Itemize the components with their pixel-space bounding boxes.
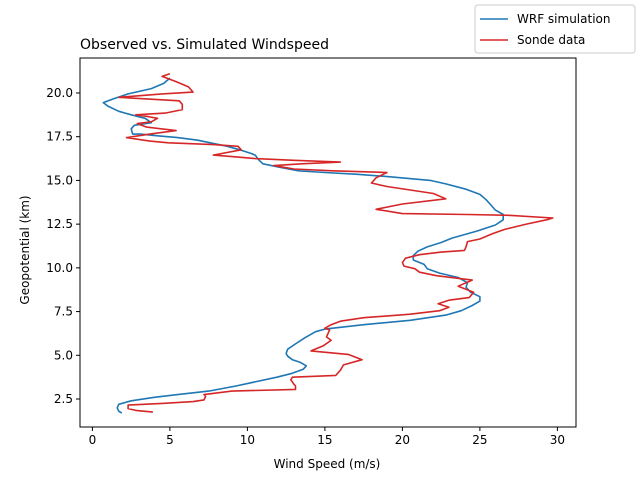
x-tick-label: 5	[166, 433, 174, 447]
y-tick-label: 17.5	[46, 130, 73, 144]
y-tick-label: 5.0	[54, 348, 73, 362]
x-axis-label: Wind Speed (m/s)	[274, 457, 381, 471]
y-tick-label: 7.5	[54, 305, 73, 319]
x-tick-label: 30	[550, 433, 565, 447]
y-tick-label: 12.5	[46, 217, 73, 231]
legend-label-sonde: Sonde data	[517, 33, 585, 47]
y-tick-label: 15.0	[46, 173, 73, 187]
plot-area	[79, 57, 577, 428]
y-axis-label: Geopotential (km)	[18, 195, 32, 304]
plot-background	[80, 58, 576, 427]
legend-box	[474, 4, 636, 54]
series-layer	[102, 72, 554, 414]
x-tick-label: 25	[472, 433, 487, 447]
x-tick-label: 10	[240, 433, 255, 447]
plot-frame	[79, 57, 577, 428]
y-axis-ticks: 2.5 5.0 7.5 10.0 12.5 15.0 17.5 20.0	[46, 86, 80, 406]
y-tick-label: 20.0	[46, 86, 73, 100]
x-tick-label: 20	[395, 433, 410, 447]
x-tick-label: 0	[89, 433, 97, 447]
y-tick-label: 10.0	[46, 261, 73, 275]
y-tick-label: 2.5	[54, 392, 73, 406]
series-line-sonde-data	[118, 72, 554, 413]
x-axis-ticks: 0 5 10 15 20 25 30	[89, 427, 565, 447]
x-tick-label: 15	[317, 433, 332, 447]
legend: WRF simulation Sonde data	[474, 4, 636, 54]
chart-title: Observed vs. Simulated Windspeed	[80, 37, 329, 53]
series-line-wrf-simulation	[102, 77, 505, 414]
legend-label-wrf: WRF simulation	[517, 12, 610, 26]
